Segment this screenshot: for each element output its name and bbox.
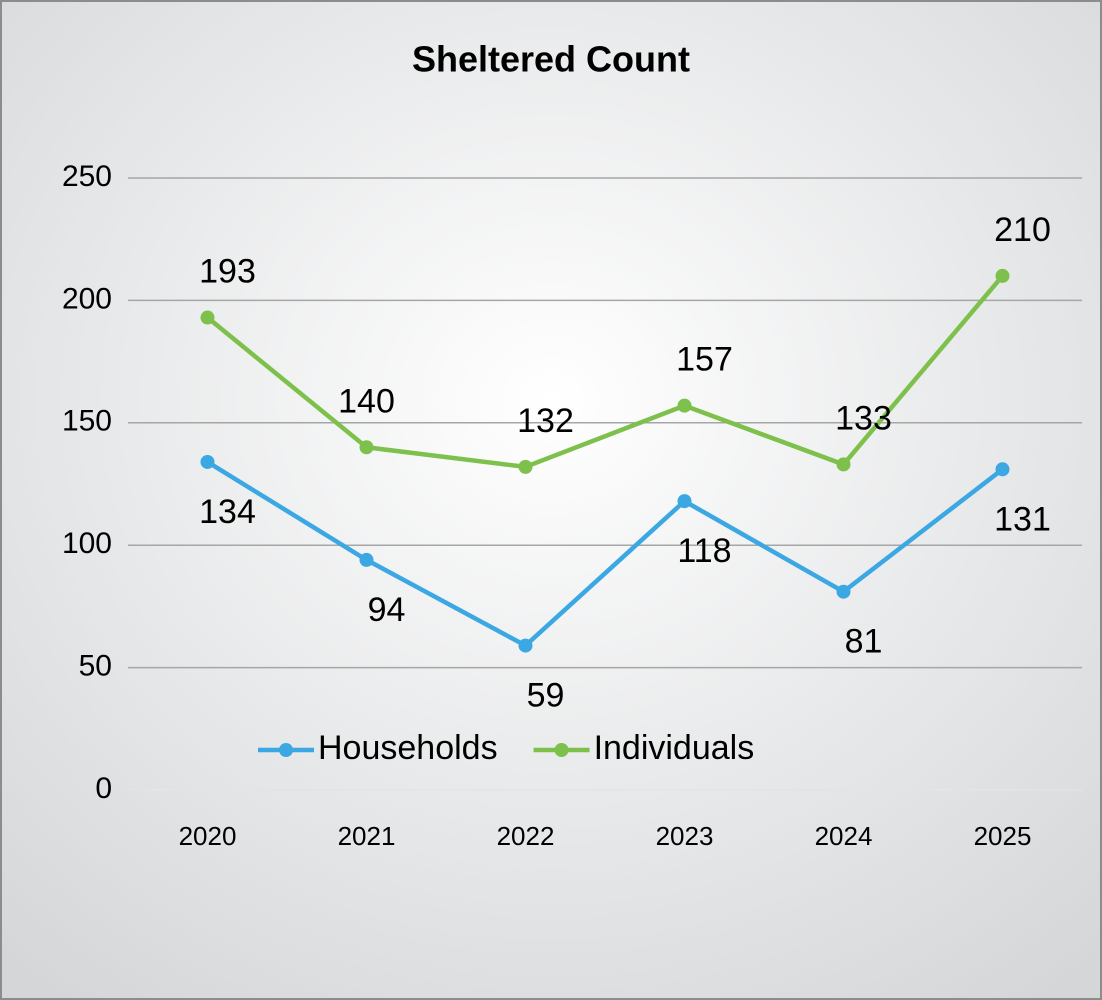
legend-label: Households [318, 729, 498, 767]
legend-label: Individuals [594, 729, 755, 767]
series-point [836, 457, 851, 472]
data-label: 59 [527, 677, 565, 715]
chart-title: Sheltered Count [412, 39, 690, 80]
y-tick-label: 100 [62, 527, 112, 560]
x-tick-label: 2023 [656, 821, 714, 851]
series-point [518, 638, 533, 653]
data-label: 132 [517, 402, 574, 440]
data-label: 131 [994, 500, 1051, 538]
y-tick-label: 0 [95, 772, 112, 805]
data-label: 81 [845, 623, 883, 661]
x-tick-label: 2021 [338, 821, 396, 851]
x-tick-label: 2025 [974, 821, 1032, 851]
y-tick-label: 50 [79, 650, 112, 683]
data-label: 118 [677, 532, 731, 570]
y-tick-label: 250 [62, 160, 112, 193]
legend-marker [279, 743, 293, 757]
series-point [200, 310, 215, 325]
x-tick-label: 2020 [179, 821, 237, 851]
series-line [206, 460, 1004, 649]
data-label: 133 [835, 399, 892, 437]
y-tick-label: 150 [62, 405, 112, 438]
series-point [995, 268, 1010, 283]
series-point [677, 494, 692, 509]
data-label: 134 [199, 493, 256, 531]
legend-marker [554, 743, 569, 757]
series-point [359, 440, 374, 455]
y-tick-label: 200 [62, 282, 112, 315]
series-point [200, 454, 215, 469]
series-point [836, 584, 851, 599]
data-label: 157 [676, 341, 733, 379]
x-tick-label: 2022 [497, 821, 555, 851]
series-point [359, 552, 374, 567]
data-label: 140 [338, 382, 395, 420]
series-point [518, 459, 533, 474]
series-point [995, 462, 1010, 477]
data-label: 193 [199, 253, 256, 291]
data-label: 210 [994, 211, 1051, 249]
x-tick-label: 2024 [815, 821, 873, 851]
series-point [677, 398, 692, 413]
series-line [206, 274, 1005, 470]
data-label: 94 [368, 591, 406, 629]
